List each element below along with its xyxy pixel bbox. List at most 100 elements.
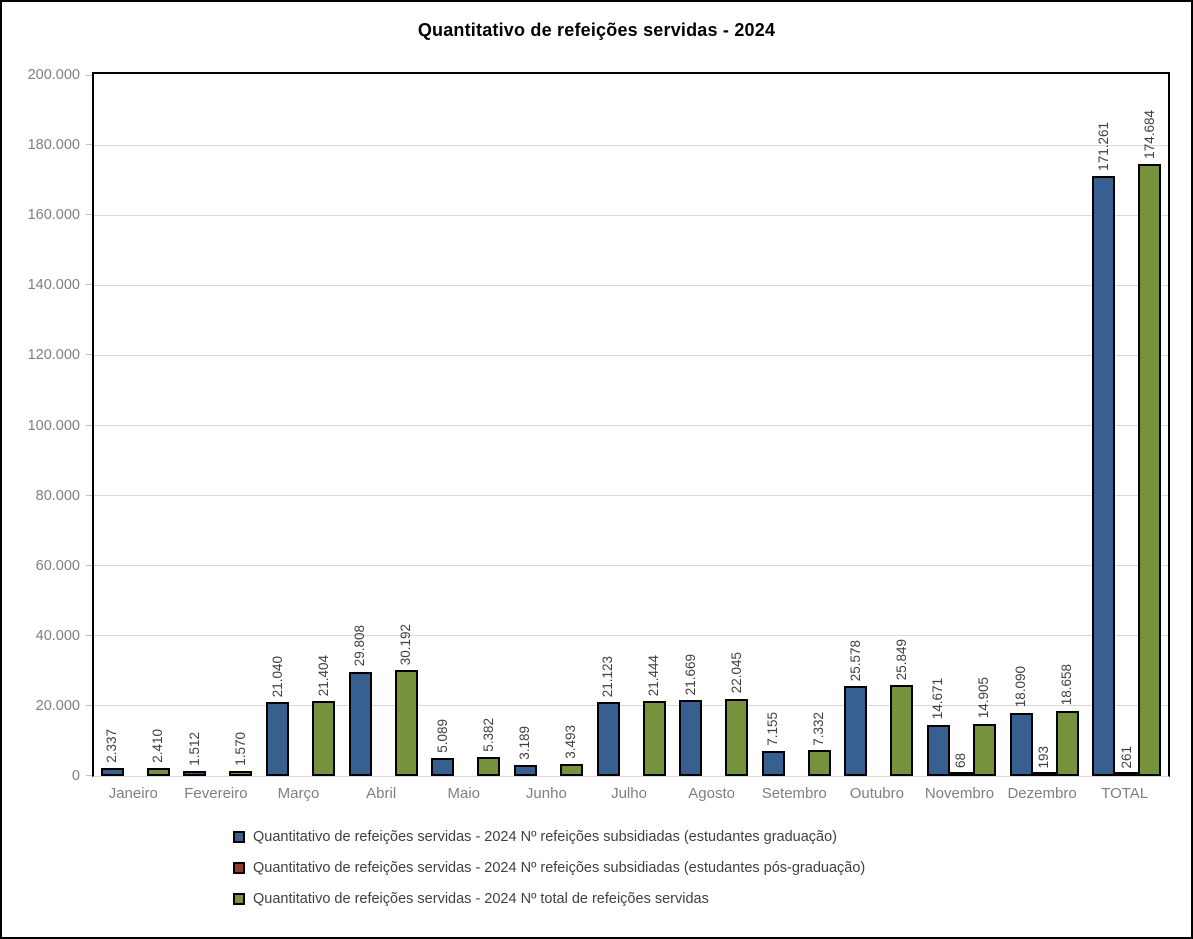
x-axis-label: Março — [277, 785, 320, 802]
bar-data-label: 171.261 — [1095, 121, 1111, 171]
x-axis-label: TOTAL — [1101, 785, 1149, 802]
y-axis-tick — [86, 75, 92, 76]
bar — [1092, 175, 1116, 776]
bar — [394, 670, 418, 776]
bar — [761, 750, 785, 776]
x-axis-label: Setembro — [761, 785, 827, 802]
bar-data-label: 7.155 — [765, 712, 781, 746]
chart-legend: Quantitativo de refeições servidas - 202… — [233, 829, 865, 907]
bar-data-label: 5.089 — [434, 719, 450, 754]
y-axis-label: 160.000 — [27, 207, 80, 224]
legend-swatch — [233, 862, 245, 874]
y-axis-label: 0 — [71, 768, 80, 784]
x-axis-label: Maio — [447, 785, 481, 802]
bar — [513, 764, 537, 776]
plot-area: 2.337 2.410 1.512 1.570 21.040 21.404 29.808 30… — [86, 72, 1170, 777]
x-axis-label: Agosto — [688, 785, 735, 802]
bar — [926, 724, 950, 776]
bar — [949, 772, 973, 776]
bar-data-label: 1.570 — [232, 731, 248, 766]
bar — [1138, 163, 1162, 776]
bar — [642, 700, 666, 776]
legend-swatch — [233, 831, 245, 843]
bar — [146, 767, 170, 776]
bar-data-label: 1.512 — [186, 731, 202, 766]
y-axis-tick — [86, 564, 92, 566]
bar-data-label: 18.090 — [1013, 666, 1029, 708]
bar-data-label: 3.493 — [563, 724, 579, 759]
bar — [807, 750, 831, 776]
gridline — [94, 144, 1168, 146]
y-axis-label: 80.000 — [35, 487, 80, 504]
bar-data-label: 68 — [953, 753, 969, 769]
bar — [1055, 710, 1079, 776]
bar-data-label: 21.669 — [682, 653, 698, 696]
bar — [1115, 772, 1139, 776]
bar-data-label: 261 — [1118, 745, 1134, 769]
bar-data-label: 21.444 — [646, 654, 661, 696]
y-axis-tick — [86, 494, 92, 496]
gridline — [94, 635, 1168, 637]
bar — [266, 702, 290, 776]
y-axis-tick — [86, 354, 92, 356]
legend-label: Quantitativo de refeições servidas - 202… — [253, 860, 866, 876]
legend-label: Quantitativo de refeições servidas - 202… — [253, 829, 838, 845]
x-axis-label: Fevereiro — [184, 785, 248, 802]
bar-data-label: 2.337 — [104, 729, 120, 763]
bar — [890, 685, 914, 776]
x-axis: Janeiro Fevereiro Março Abril Maio Junho Julho… — [92, 785, 1170, 807]
gridline — [94, 214, 1168, 216]
legend-item: Quantitativo de refeições servidas - 202… — [233, 860, 865, 876]
bar-data-label: 193 — [1036, 745, 1052, 769]
y-axis-tick — [86, 775, 92, 776]
x-axis-label: Julho — [611, 785, 647, 802]
y-axis-tick — [86, 424, 92, 426]
x-axis-label: Novembro — [924, 785, 995, 802]
bar-data-label: 14.905 — [976, 677, 992, 719]
bar — [229, 770, 253, 776]
gridline — [94, 354, 1168, 356]
x-axis-label: Outubro — [849, 785, 904, 802]
bar — [596, 701, 620, 776]
bar-data-label: 174.684 — [1141, 109, 1157, 159]
bar-data-label: 21.404 — [315, 654, 331, 696]
bar-data-label: 22.045 — [728, 652, 744, 694]
gridline — [94, 284, 1168, 286]
bar — [477, 757, 501, 776]
bar — [312, 700, 336, 776]
bar — [844, 686, 868, 776]
gridline — [94, 565, 1168, 567]
bar-data-label: 29.808 — [352, 625, 368, 667]
legend-item: Quantitativo de refeições servidas - 202… — [233, 829, 865, 845]
chart-title: Quantitativo de refeições servidas - 202… — [417, 20, 776, 40]
y-axis-tick — [86, 214, 92, 216]
bar-data-label: 21.123 — [600, 655, 615, 697]
y-axis-tick — [86, 634, 92, 636]
bar-data-label: 25.849 — [893, 639, 909, 681]
bar-data-label: 21.040 — [269, 655, 285, 698]
bar — [559, 763, 583, 776]
gridline — [94, 425, 1168, 426]
y-axis-tick — [86, 284, 92, 286]
bar-data-label: 3.189 — [517, 726, 533, 760]
y-axis: 0 20.000 40.000 60.000 80.000 100.000 120.000 1… — [2, 67, 80, 784]
y-axis-label: 100.000 — [27, 417, 80, 434]
legend-label: Quantitativo de refeições servidas - 202… — [253, 891, 709, 907]
bar-data-label: 30.192 — [398, 623, 414, 666]
y-axis-label: 180.000 — [27, 137, 80, 154]
bar-data-label: 14.671 — [930, 678, 946, 720]
bar — [679, 700, 703, 776]
x-axis-label: Junho — [525, 785, 567, 802]
bar-data-label: 18.658 — [1059, 664, 1075, 706]
bar-data-label: 5.382 — [480, 718, 496, 753]
bar — [348, 671, 372, 776]
bar — [725, 698, 749, 776]
bar — [183, 770, 207, 776]
bar-data-label: 25.578 — [847, 640, 863, 682]
bar-data-label: 2.410 — [150, 728, 166, 763]
bar — [431, 758, 455, 776]
x-axis-label: Dezembro — [1007, 785, 1077, 802]
y-axis-label: 200.000 — [27, 67, 80, 83]
y-axis-label: 40.000 — [35, 627, 80, 644]
